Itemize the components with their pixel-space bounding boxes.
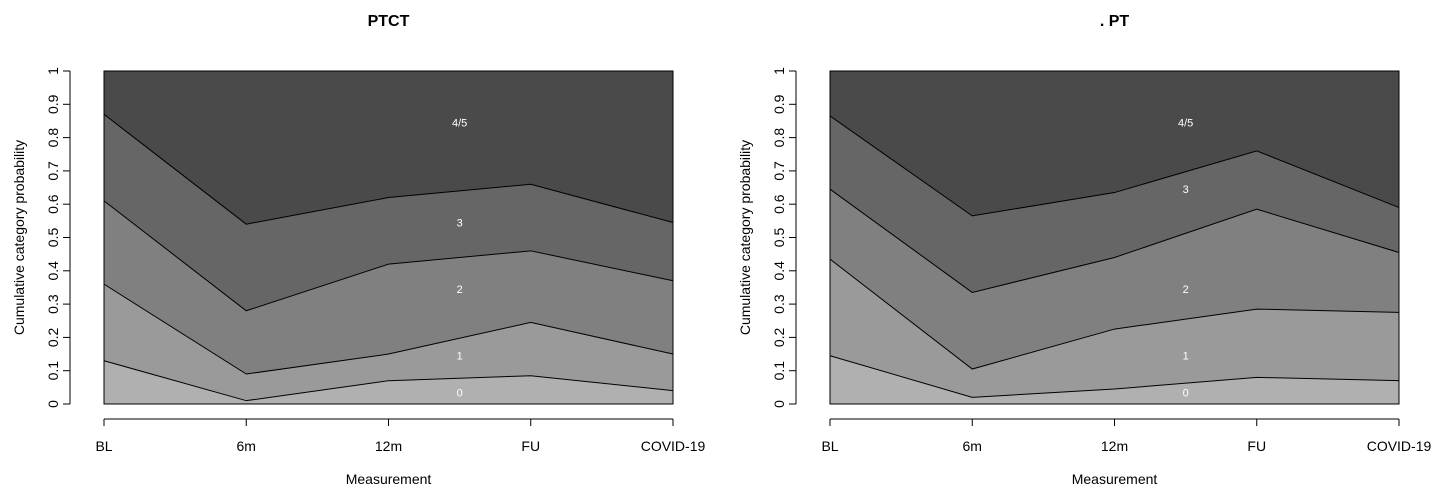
boundary-line-3 (829, 115, 1400, 217)
boundary-line-0 (103, 360, 674, 402)
y-tick-label: 0.4 (771, 261, 787, 281)
y-tick-label: 0.3 (771, 294, 787, 314)
band-4-5 (104, 71, 673, 225)
band-0 (830, 355, 1399, 404)
y-tick-label: 0 (771, 400, 787, 408)
band-2 (830, 189, 1399, 370)
band-label: 3 (457, 218, 463, 230)
band-3 (104, 114, 673, 311)
boundary-line-1 (103, 283, 674, 375)
boundary-line-3 (103, 113, 674, 225)
x-tick-label: 12m (375, 438, 402, 454)
y-tick-label: 1 (45, 67, 61, 75)
chart-title: PTCT (368, 13, 410, 30)
band-label: 0 (1183, 387, 1189, 399)
x-tick-label: 12m (1101, 438, 1128, 454)
chart-panel-1: 0 1 2 3 4/5 0 0.1 0.2 0.3 0.4 0.5 0.6 0.7 0.8 0.9 1 BL 6m… (11, 13, 705, 487)
boundary-line-2 (829, 188, 1400, 293)
y-tick-label: 0.7 (45, 161, 61, 181)
x-tick-label: FU (1247, 438, 1266, 454)
y-tick-label: 0.6 (771, 194, 787, 214)
y-tick-label: 0.2 (771, 327, 787, 347)
y-tick-label: 0.6 (45, 194, 61, 214)
y-tick-label: 0.2 (45, 327, 61, 347)
y-tick-label: 0.5 (45, 228, 61, 248)
y-tick-label: 0.8 (771, 128, 787, 148)
band-1 (104, 284, 673, 401)
chart-panel-2: 0 1 2 3 4/5 0 0.1 0.2 0.3 0.4 0.5 0.6 0.7 0.8 0.9 1 BL 6m… (737, 13, 1431, 487)
x-axis-label: Measurement (346, 471, 432, 487)
y-tick-label: 0.8 (45, 128, 61, 148)
band-label: 4/5 (452, 118, 467, 130)
band-label: 3 (1183, 184, 1189, 196)
band-2 (104, 200, 673, 375)
x-tick-label: COVID-19 (641, 438, 706, 454)
x-tick-label: BL (95, 438, 112, 454)
band-label: 0 (457, 387, 463, 399)
y-tick-label: 0.5 (771, 228, 787, 248)
plot-frame (829, 70, 1400, 405)
band-label: 2 (1183, 284, 1189, 296)
band-1 (830, 259, 1399, 398)
boundary-line-1 (829, 258, 1400, 370)
y-tick-label: 0.9 (771, 94, 787, 114)
band-0 (104, 360, 673, 404)
band-label: 1 (457, 351, 463, 363)
y-axis-label: Cumulative category probability (737, 140, 753, 335)
y-tick-label: 0.1 (771, 361, 787, 381)
band-3 (830, 115, 1399, 293)
y-axis-label: Cumulative category probability (11, 140, 27, 335)
x-tick-label: BL (821, 438, 838, 454)
y-tick-label: 0.4 (45, 261, 61, 281)
x-tick-label: FU (521, 438, 540, 454)
band-label: 4/5 (1178, 118, 1193, 130)
y-tick-label: 0.9 (45, 94, 61, 114)
plot-frame (103, 70, 674, 405)
chart-title: . PT (1100, 13, 1130, 30)
y-tick-label: 1 (771, 67, 787, 75)
y-tick-label: 0 (45, 400, 61, 408)
x-tick-label: COVID-19 (1367, 438, 1432, 454)
y-tick-label: 0.3 (45, 294, 61, 314)
x-tick-label: 6m (963, 438, 982, 454)
x-tick-label: 6m (237, 438, 256, 454)
band-label: 1 (1183, 351, 1189, 363)
boundary-line-2 (103, 200, 674, 312)
boundary-line-0 (829, 355, 1400, 398)
band-label: 2 (457, 284, 463, 296)
x-axis-label: Measurement (1072, 471, 1158, 487)
y-tick-label: 0.1 (45, 361, 61, 381)
y-tick-label: 0.7 (771, 161, 787, 181)
band-4-5 (830, 71, 1399, 216)
